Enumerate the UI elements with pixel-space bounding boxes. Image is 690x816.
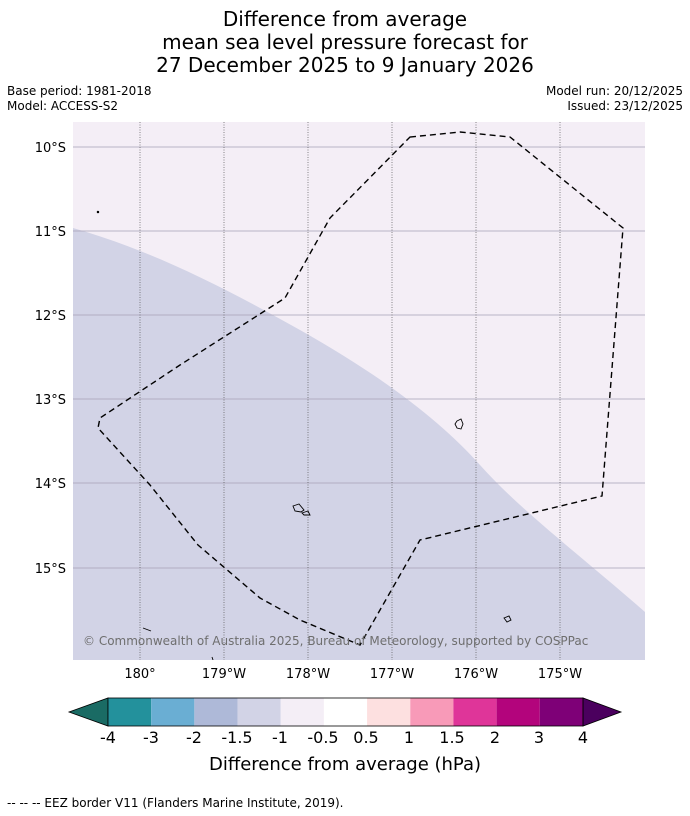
- lat-label: 11°S: [35, 225, 66, 240]
- base-period: Base period: 1981-2018: [7, 84, 152, 98]
- colorbar-segment: [194, 698, 238, 726]
- title-line-1: Difference from average: [222, 7, 468, 31]
- colorbar-segment: [496, 698, 540, 726]
- lon-label: 175°W: [538, 667, 582, 682]
- colorbar-label: 3: [534, 728, 544, 747]
- colorbar-label: 1.5: [439, 728, 464, 747]
- island-central-a: [292, 503, 305, 513]
- eez-border: [97, 131, 624, 646]
- island-southwest: [142, 627, 152, 632]
- anomaly-region-dark: [73, 228, 645, 660]
- island-central-b: [301, 510, 311, 516]
- eez-legend: -- -- -- EEZ border V11 (Flanders Marine…: [7, 796, 344, 810]
- colorbar-label: -3: [143, 728, 159, 747]
- colorbar-segment: [453, 698, 497, 726]
- island-south: [211, 656, 214, 660]
- colorbar-labels: -4 -3 -2 -1.5 -1 -0.5 0.5 1 1.5 2 3 4: [100, 728, 588, 747]
- title-line-2: mean sea level pressure forecast for: [162, 30, 528, 54]
- colorbar-label: 0.5: [353, 728, 378, 747]
- lon-label: 177°W: [370, 667, 414, 682]
- meta-right: Model run: 20/12/2025 Issued: 23/12/2025: [546, 84, 683, 114]
- lat-label: 13°S: [35, 393, 66, 408]
- colorbar-segment: [410, 698, 454, 726]
- islands: [96, 210, 512, 660]
- colorbar-segment: [539, 698, 583, 726]
- colorbar-frame: [107, 697, 584, 727]
- colorbar-extend-min: [67, 697, 109, 727]
- colorbar-title: Difference from average (hPa): [209, 754, 481, 775]
- lat-label: 12°S: [35, 309, 66, 324]
- colorbar-segment: [280, 698, 324, 726]
- colorbar-label: -0.5: [307, 728, 338, 747]
- gridlines: [73, 122, 645, 660]
- colorbar-segment: [108, 698, 152, 726]
- lat-label: 15°S: [35, 562, 66, 577]
- island-southeast: [503, 615, 512, 623]
- lon-label: 178°W: [286, 667, 330, 682]
- copyright-note: © Commonwealth of Australia 2025, Bureau…: [83, 634, 588, 648]
- lon-label: 180°: [124, 667, 155, 682]
- colorbar-label: 2: [490, 728, 500, 747]
- colorbar-label: -1.5: [221, 728, 252, 747]
- colorbar-label: 1: [404, 728, 414, 747]
- map-panel: © Commonwealth of Australia 2025, Bureau…: [73, 122, 645, 660]
- lat-label: 10°S: [35, 141, 66, 156]
- colorbar-label: 4: [578, 728, 588, 747]
- meta-left: Base period: 1981-2018 Model: ACCESS-S2: [7, 84, 152, 114]
- colorbar-label: -1: [272, 728, 288, 747]
- lat-labels: 10°S 11°S 12°S 13°S 14°S 15°S: [35, 141, 66, 577]
- colorbar-extend-max: [582, 697, 623, 727]
- map-title: Difference from average mean sea level p…: [0, 8, 690, 77]
- lon-label: 176°W: [454, 667, 498, 682]
- island-small-nw: [96, 210, 100, 214]
- colorbar-label: -2: [186, 728, 202, 747]
- colorbar-segment: [367, 698, 411, 726]
- lat-label: 14°S: [35, 477, 66, 492]
- colorbar-segment: [151, 698, 195, 726]
- colorbar-segment: [237, 698, 281, 726]
- issued-date: Issued: 23/12/2025: [567, 99, 683, 113]
- lon-label: 179°W: [202, 667, 246, 682]
- colorbar: [67, 697, 623, 727]
- title-line-3: 27 December 2025 to 9 January 2026: [156, 53, 534, 77]
- colorbar-segment: [323, 698, 368, 726]
- model-name: Model: ACCESS-S2: [7, 99, 119, 113]
- island-east: [454, 418, 464, 430]
- model-run: Model run: 20/12/2025: [545, 84, 683, 98]
- colorbar-label: -4: [100, 728, 116, 747]
- lon-labels: 180° 179°W 178°W 177°W 176°W 175°W: [124, 667, 582, 682]
